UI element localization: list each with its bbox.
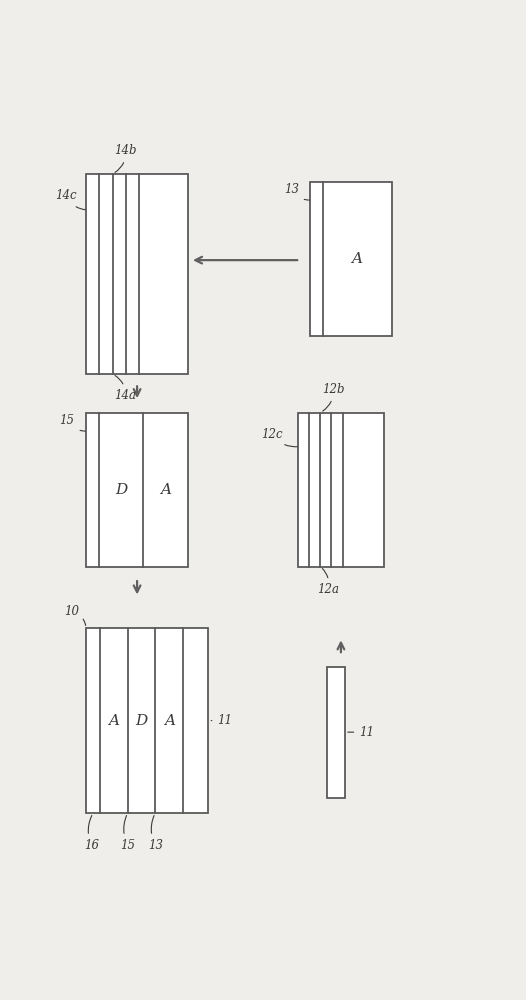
Text: A: A [160, 483, 171, 497]
Text: 15: 15 [59, 414, 85, 431]
Text: D: D [136, 714, 148, 728]
Text: 12a: 12a [317, 569, 339, 596]
Text: A: A [351, 252, 362, 266]
Text: 12c: 12c [261, 428, 297, 447]
Text: 13: 13 [284, 183, 310, 200]
Bar [86, 174, 188, 374]
Bar [86, 628, 208, 813]
Text: 12b: 12b [322, 383, 345, 411]
Text: D: D [116, 483, 128, 497]
Text: 14a: 14a [115, 376, 137, 402]
Text: 14c: 14c [56, 189, 85, 210]
Text: 16: 16 [84, 815, 99, 852]
Bar [298, 413, 383, 567]
Bar [86, 413, 188, 567]
Text: A: A [164, 714, 175, 728]
Text: 11: 11 [348, 726, 375, 739]
Text: A: A [108, 714, 119, 728]
Text: 13: 13 [148, 816, 163, 852]
Text: 10: 10 [64, 605, 86, 625]
Bar [310, 182, 392, 336]
Text: 14b: 14b [115, 144, 137, 172]
Text: 15: 15 [120, 816, 135, 852]
Text: 11: 11 [211, 714, 232, 727]
Bar [327, 667, 345, 798]
